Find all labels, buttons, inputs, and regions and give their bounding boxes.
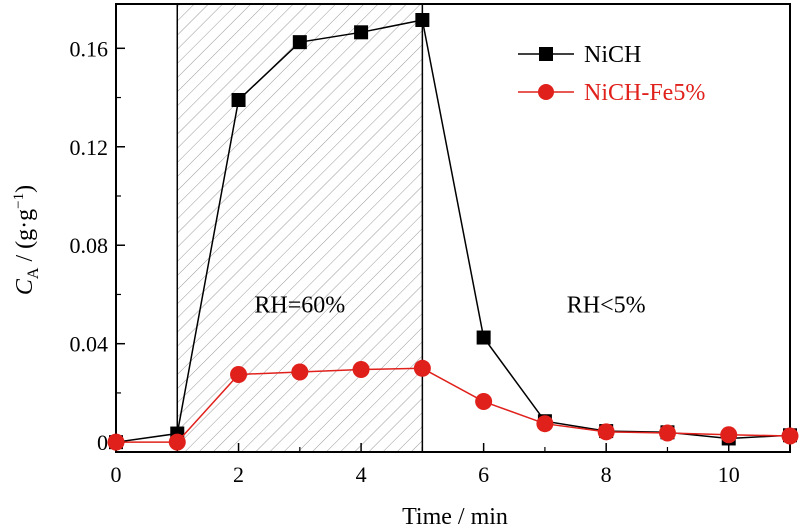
data-point-nich-fe5 [720,426,738,444]
annotation-rh-60: RH=60% [254,292,345,318]
data-point-nich-fe5 [107,433,125,451]
data-point-nich [476,330,491,345]
legend-marker-nich-fe5 [538,84,554,100]
data-point-nich [354,25,369,40]
x-tick-label: 6 [478,462,489,487]
data-point-nich-fe5 [168,433,186,451]
data-point-nich-fe5 [291,363,309,381]
plot-frame [115,3,791,453]
data-point-nich [231,93,246,107]
y-tick-label: 0.12 [70,135,109,160]
annotation-rh-5: RH<5% [567,292,646,318]
x-tick-label: 4 [356,462,367,487]
data-point-nich-fe5 [230,365,248,383]
y-axis-title-sub: A [25,267,42,279]
annotation-layer: RH=60% RH<5% [254,292,645,318]
legend-label-nich-fe5: NiCH-Fe5% [584,80,705,106]
shaded-region-layer [176,4,424,452]
axes-layer: 0 2 4 6 8 10 0 0.04 0.08 0.12 0.16 [70,3,791,487]
legend-marker-nich [539,47,553,61]
series-line-nich-fe5 [116,367,791,443]
y-axis-title: CA / (g·g−1) [11,185,42,295]
x-tick-label: 0 [111,462,122,487]
y-tick-label: 0.08 [70,233,109,258]
y-axis-title-close: ) [12,185,38,193]
data-point-nich-fe5 [597,423,615,441]
y-axis-title-unit: / (g·g [12,209,38,268]
series-layer [107,13,799,451]
data-point-nich-fe5 [781,427,799,445]
data-point-nich [415,13,430,27]
x-axis-title: Time / min [402,504,508,530]
x-tick-label: 10 [718,462,740,487]
data-point-nich-fe5 [658,424,676,442]
y-axis-title-sup: −1 [11,193,27,209]
x-tick-label: 2 [233,462,244,487]
y-axis-title-main: C [12,278,38,295]
data-point-nich-fe5 [536,415,554,433]
legend: NiCH NiCH-Fe5% [518,42,705,106]
y-tick-label: 0.04 [70,332,109,357]
data-point-nich-fe5 [475,393,493,411]
data-point-nich [292,35,307,50]
y-tick-label: 0.16 [70,36,109,61]
data-point-nich-fe5 [352,361,370,379]
shaded-region [177,4,423,452]
legend-label-nich: NiCH [584,42,641,68]
data-point-nich-fe5 [413,359,431,377]
x-tick-label: 8 [601,462,612,487]
y-tick-label: 0 [97,430,108,455]
